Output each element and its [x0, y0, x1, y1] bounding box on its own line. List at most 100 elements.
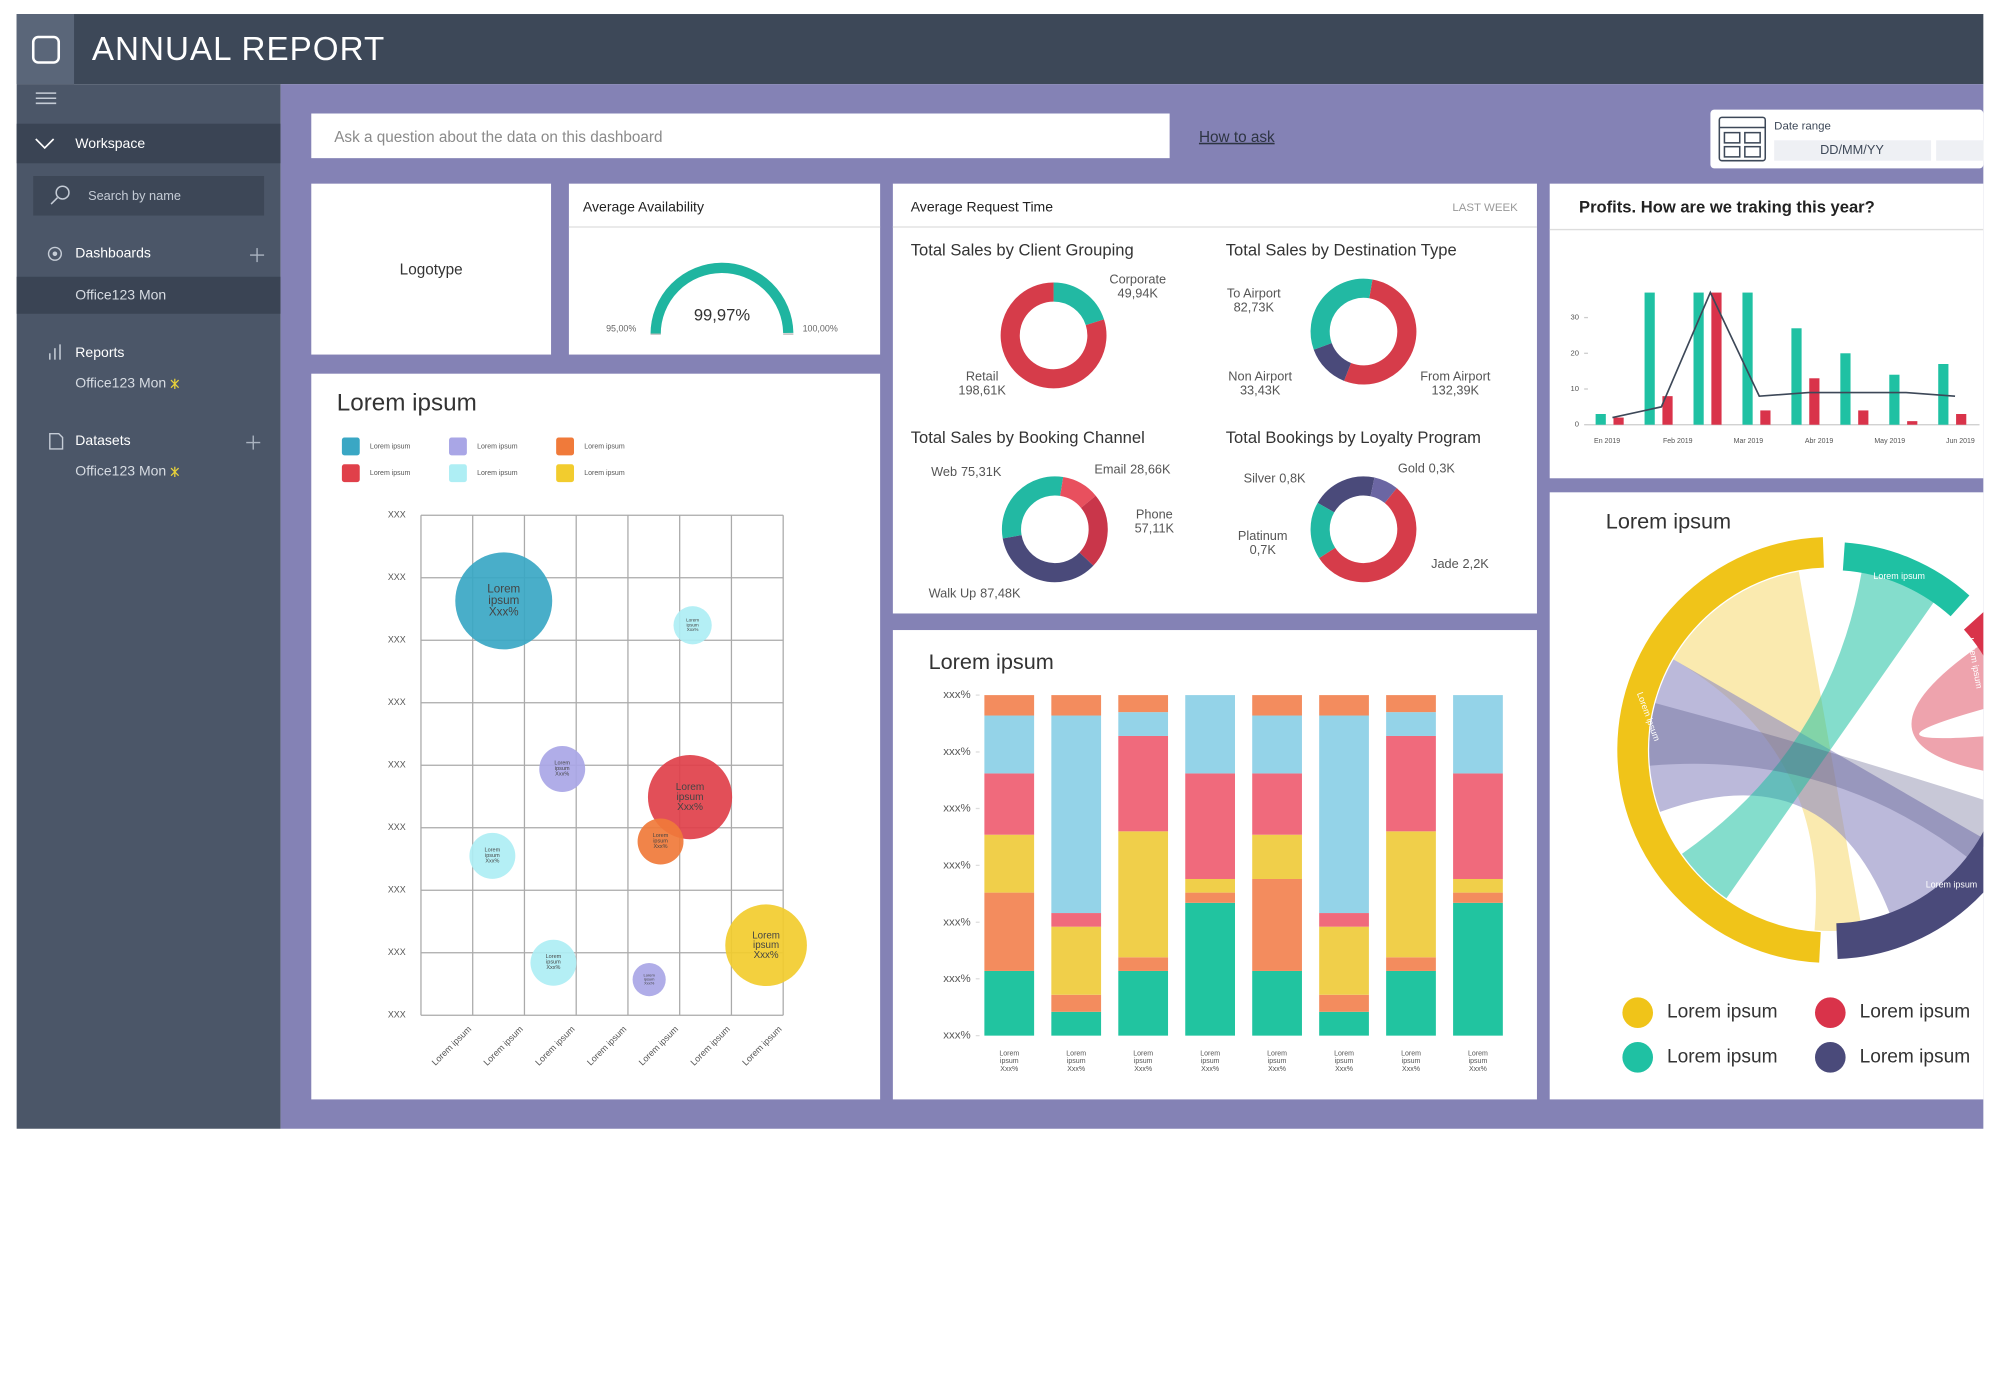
- slice-name: Walk Up: [929, 586, 977, 601]
- legend-swatch: [449, 437, 467, 456]
- help-link[interactable]: How to ask: [1199, 129, 1275, 146]
- bar-segment: [984, 695, 1035, 716]
- bubble-label-line: Lorem: [487, 582, 520, 595]
- bar-segment: [984, 970, 1035, 1036]
- search-icon: [55, 185, 70, 200]
- bubble: [725, 904, 807, 987]
- legend-dot: [1814, 997, 1846, 1028]
- date-field[interactable]: [1936, 140, 1984, 161]
- y-tick-label: XXX: [388, 885, 406, 895]
- menu-icon[interactable]: [35, 92, 57, 105]
- x-tick-label-line: Lorem: [1066, 1050, 1086, 1057]
- y-tick-label: 10: [1571, 384, 1580, 393]
- bar-segment: [1051, 994, 1102, 1012]
- slice-label: Phone 57,11K: [1135, 507, 1175, 536]
- bubble-label-line: ipsum: [555, 766, 570, 772]
- chord-arc: [1842, 542, 1970, 617]
- selected-item[interactable]: [16, 276, 281, 314]
- slice-name: Jade: [1431, 556, 1459, 571]
- x-tick-label: Lorem ipsum Xxx%: [1133, 1050, 1153, 1072]
- slice-value: 198,61K: [958, 383, 1006, 398]
- legend-label: Lorem ipsum: [370, 470, 411, 477]
- legend-label: Lorem ipsum: [584, 470, 625, 477]
- x-tick-label-line: Lorem: [1267, 1050, 1287, 1057]
- y-tick-label: xxx%: [943, 916, 970, 928]
- slice-value: 28,66K: [1130, 462, 1171, 477]
- bubble-card: [311, 373, 881, 1100]
- bar-segment: [1118, 712, 1169, 736]
- bar-segment: [1118, 735, 1169, 832]
- datasets-icon: [49, 432, 64, 450]
- bar-segment: [1252, 970, 1302, 1036]
- legend-label: Lorem ipsum: [1667, 1046, 1778, 1067]
- x-tick-label: Abr 2019: [1805, 438, 1834, 445]
- bubble: [469, 832, 516, 879]
- donut-slice: [1313, 342, 1352, 381]
- nav-item[interactable]: Office123 Mon: [75, 375, 166, 391]
- slice-value: 87,48K: [980, 586, 1021, 601]
- nav-section[interactable]: Reports: [75, 344, 124, 360]
- donut-slice: [1310, 502, 1336, 559]
- add-icon[interactable]: [246, 435, 261, 450]
- x-tick-label-line: Xxx%: [1067, 1066, 1085, 1073]
- chord-arc: [1963, 612, 1984, 656]
- app-button[interactable]: [16, 14, 75, 85]
- bubble-label-line: ipsum: [485, 853, 500, 859]
- chord-ribbon: [1649, 659, 1984, 921]
- bar: [1956, 414, 1967, 425]
- question-input[interactable]: [311, 113, 1170, 159]
- slice-label: Non Airport 33,43K: [1228, 369, 1292, 398]
- bar: [1907, 421, 1918, 425]
- bar: [1889, 374, 1900, 425]
- x-tick-label: Lorem ipsum Xxx%: [999, 1050, 1019, 1072]
- bar-segment: [984, 834, 1035, 893]
- workspace-row[interactable]: [16, 123, 281, 164]
- x-tick-label-line: Xxx%: [1134, 1066, 1152, 1073]
- nav-section[interactable]: Dashboards: [75, 245, 151, 261]
- bar: [1662, 396, 1673, 425]
- x-tick-label: En 2019: [1594, 438, 1620, 445]
- bar: [1840, 353, 1851, 425]
- nav-section[interactable]: Datasets: [75, 432, 130, 448]
- bubble-label-line: Lorem: [644, 973, 656, 978]
- slice-name: Corporate: [1109, 272, 1166, 287]
- y-tick-label: xxx%: [943, 1030, 970, 1042]
- bar-segment: [1386, 831, 1436, 958]
- legend-swatch: [449, 464, 467, 483]
- donut-title: Total Sales by Booking Channel: [911, 428, 1145, 447]
- nav-item[interactable]: Office123 Mon: [75, 463, 166, 479]
- bar: [1742, 292, 1753, 425]
- card-title: Average Availability: [583, 199, 704, 215]
- add-icon[interactable]: [250, 248, 265, 263]
- bubble-label-line: Xxx%: [546, 966, 560, 972]
- slice-name: Retail: [966, 369, 999, 384]
- slice-label: Jade 2,2K: [1431, 556, 1489, 571]
- date-field[interactable]: [1774, 140, 1932, 161]
- x-tick-label: May 2019: [1874, 438, 1905, 445]
- bar-segment: [1118, 957, 1169, 971]
- slice-name: Email: [1094, 462, 1126, 477]
- slice-name: From Airport: [1420, 369, 1491, 384]
- bar-segment: [1453, 695, 1503, 774]
- search-placeholder: Search by name: [88, 188, 181, 203]
- pin-icon: [170, 378, 180, 390]
- bar-segment: [984, 773, 1035, 835]
- slice-name: Web: [931, 465, 957, 480]
- bar-segment: [1252, 878, 1302, 971]
- bubble-label-line: ipsum: [546, 960, 561, 966]
- bar: [1938, 364, 1949, 425]
- nav-item[interactable]: Office123 Mon: [75, 287, 166, 303]
- card-title: Average Request Time: [911, 199, 1054, 215]
- legend-swatch: [556, 464, 575, 483]
- bar-segment: [1051, 1011, 1102, 1036]
- card-period: LAST WEEK: [1452, 202, 1518, 214]
- bar-segment: [1185, 902, 1235, 1036]
- sidebar-search[interactable]: [33, 176, 265, 216]
- y-tick-label: XXX: [388, 572, 406, 582]
- slice-value: 0,7K: [1250, 542, 1277, 557]
- calendar-icon: [1718, 116, 1767, 162]
- slice-label: Platinum 0,7K: [1238, 528, 1288, 557]
- slice-value: 82,73K: [1234, 300, 1275, 315]
- donut-title: Total Bookings by Loyalty Program: [1226, 428, 1481, 447]
